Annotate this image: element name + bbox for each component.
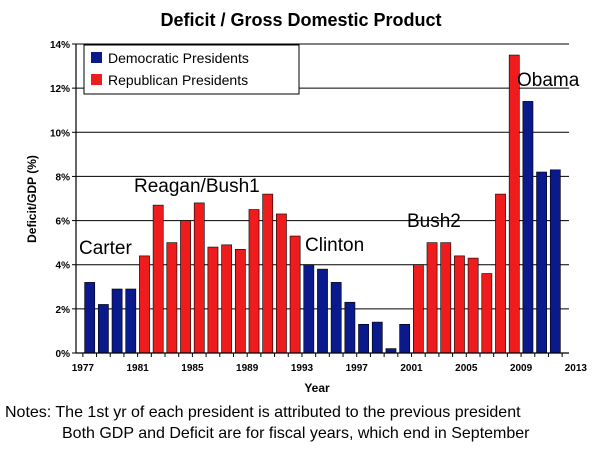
bar-1985	[180, 220, 191, 354]
bar-1981	[125, 288, 137, 354]
legend: Democratic Presidents Republican Preside…	[83, 44, 300, 95]
notes-line-2: Both GDP and Deficit are for fiscal year…	[62, 425, 530, 442]
x-tick-label: 2009	[510, 363, 533, 374]
x-tick-label: 1985	[181, 363, 204, 374]
bar-2006	[467, 257, 479, 354]
bar-1982	[139, 255, 150, 354]
bar-2010	[522, 101, 534, 354]
bar-1991	[262, 193, 274, 354]
bar-1998	[358, 324, 369, 354]
bar-1996	[330, 282, 342, 354]
era-label-carter: Carter	[79, 238, 132, 259]
notes-line-1: Notes: The 1st yr of each president is a…	[5, 404, 521, 421]
x-ticks: 1977 1981 1985 1989 1993 1997 2001 2005 …	[72, 363, 588, 374]
chart: Deficit / Gross Domestic Product 0% 2% 4…	[25, 10, 588, 395]
bar-2001	[399, 324, 411, 354]
x-tick-label: 2001	[400, 363, 423, 374]
bars	[84, 54, 561, 354]
y-ticks: 0% 2% 4% 6% 8% 10% 12% 14%	[50, 40, 70, 360]
y-tick-label: 14%	[50, 40, 70, 51]
x-tick-label: 1989	[236, 363, 259, 374]
y-axis-label: Deficit/GDP (%)	[25, 155, 39, 243]
era-label-clinton: Clinton	[305, 235, 364, 256]
bar-2005	[454, 255, 465, 354]
bar-2008	[495, 193, 506, 354]
bar-1978	[84, 282, 96, 354]
bar-1992	[276, 213, 287, 354]
bar-1994	[303, 264, 315, 354]
bar-1979	[98, 304, 109, 354]
bar-2009	[508, 54, 520, 354]
legend-box	[83, 44, 300, 95]
bar-2007	[481, 273, 493, 354]
x-tick-label: 1977	[72, 363, 95, 374]
bar-1990	[248, 209, 260, 354]
bar-1993	[289, 235, 301, 354]
y-tick-label: 8%	[56, 172, 71, 183]
bar-1980	[111, 288, 123, 354]
legend-swatch-democratic	[91, 52, 102, 63]
bar-1989	[234, 248, 246, 354]
bar-2012	[549, 169, 561, 354]
legend-label-republican: Republican Presidents	[108, 72, 248, 88]
bar-1983	[152, 204, 164, 354]
era-labels: Carter Reagan/Bush1 Clinton Bush2 Obama	[79, 70, 580, 259]
bar-1986	[193, 202, 205, 354]
era-label-obama: Obama	[517, 70, 580, 91]
bar-2011	[536, 171, 547, 354]
bar-1988	[221, 244, 233, 354]
plot-frame	[72, 43, 569, 357]
x-tick-label: 1997	[346, 363, 369, 374]
notes: Notes: The 1st yr of each president is a…	[5, 402, 600, 444]
bar-2000	[385, 348, 397, 354]
bar-1999	[371, 321, 383, 354]
y-tick-label: 6%	[56, 217, 71, 228]
x-tick-label: 1993	[291, 363, 314, 374]
bar-1984	[166, 242, 178, 354]
legend-swatch-republican	[91, 74, 102, 85]
x-axis-label: Year	[304, 381, 330, 395]
chart-title: Deficit / Gross Domestic Product	[160, 10, 441, 30]
bar-1997	[344, 301, 356, 354]
y-tick-label: 10%	[50, 128, 70, 139]
legend-label-democratic: Democratic Presidents	[108, 50, 249, 66]
bar-1995	[317, 268, 328, 354]
era-label-reagan-bush1: Reagan/Bush1	[134, 176, 260, 197]
x-tick-label: 2005	[455, 363, 478, 374]
y-tick-label: 4%	[56, 261, 71, 272]
y-tick-label: 2%	[56, 305, 71, 316]
y-tick-label: 12%	[50, 84, 70, 95]
bar-2004	[440, 242, 452, 354]
x-tick-label: 2013	[565, 363, 588, 374]
bar-1987	[207, 246, 219, 354]
bar-2002	[412, 264, 424, 354]
bar-2003	[426, 242, 438, 354]
x-tick-label: 1981	[127, 363, 150, 374]
y-tick-label: 0%	[56, 349, 71, 360]
era-label-bush2: Bush2	[407, 211, 461, 232]
